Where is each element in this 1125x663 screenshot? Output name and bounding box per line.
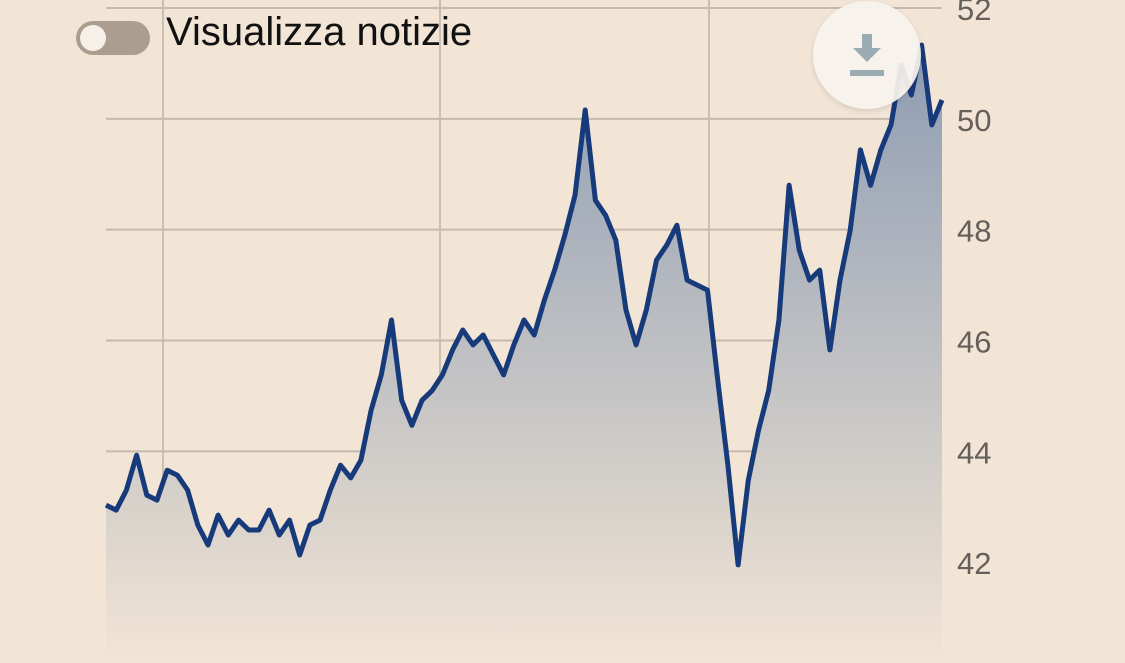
y-tick-label: 46 (957, 325, 991, 360)
news-toggle-label: Visualizza notizie (166, 10, 473, 54)
toggle-knob (80, 25, 106, 51)
y-tick-label: 40 (957, 657, 991, 663)
download-button[interactable] (813, 1, 921, 109)
y-tick-label: 42 (957, 546, 991, 581)
download-icon (850, 34, 884, 76)
news-toggle[interactable] (76, 21, 150, 55)
y-tick-label: 52 (957, 0, 991, 27)
y-tick-label: 44 (957, 435, 991, 470)
area-fill (106, 45, 942, 663)
price-line (104, 42, 945, 568)
y-tick-label: 48 (957, 214, 991, 249)
y-tick-label: 50 (957, 103, 991, 138)
